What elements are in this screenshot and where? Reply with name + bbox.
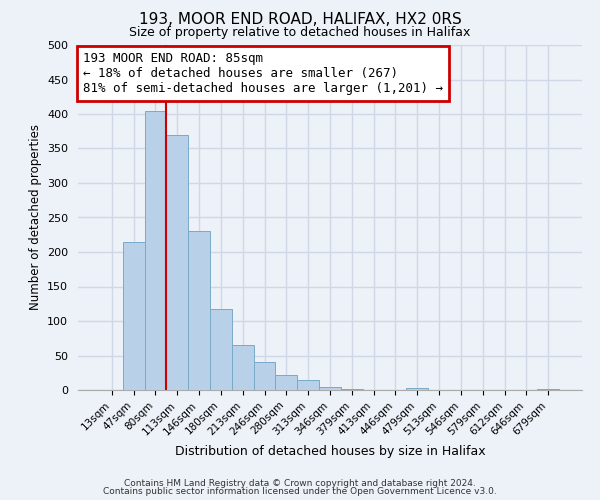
- Bar: [341, 388, 363, 390]
- Bar: [188, 232, 210, 390]
- Text: 193 MOOR END ROAD: 85sqm
← 18% of detached houses are smaller (267)
81% of semi-: 193 MOOR END ROAD: 85sqm ← 18% of detach…: [83, 52, 443, 95]
- Bar: [232, 345, 254, 390]
- Text: Contains public sector information licensed under the Open Government Licence v3: Contains public sector information licen…: [103, 487, 497, 496]
- Y-axis label: Number of detached properties: Number of detached properties: [29, 124, 41, 310]
- Bar: [537, 388, 559, 390]
- Bar: [254, 362, 275, 390]
- Bar: [123, 242, 145, 390]
- Bar: [210, 308, 232, 390]
- Text: Size of property relative to detached houses in Halifax: Size of property relative to detached ho…: [130, 26, 470, 39]
- Text: Contains HM Land Registry data © Crown copyright and database right 2024.: Contains HM Land Registry data © Crown c…: [124, 478, 476, 488]
- X-axis label: Distribution of detached houses by size in Halifax: Distribution of detached houses by size …: [175, 445, 485, 458]
- Bar: [406, 388, 428, 390]
- Bar: [166, 134, 188, 390]
- Bar: [319, 386, 341, 390]
- Bar: [145, 110, 166, 390]
- Bar: [297, 380, 319, 390]
- Text: 193, MOOR END ROAD, HALIFAX, HX2 0RS: 193, MOOR END ROAD, HALIFAX, HX2 0RS: [139, 12, 461, 28]
- Bar: [275, 375, 297, 390]
